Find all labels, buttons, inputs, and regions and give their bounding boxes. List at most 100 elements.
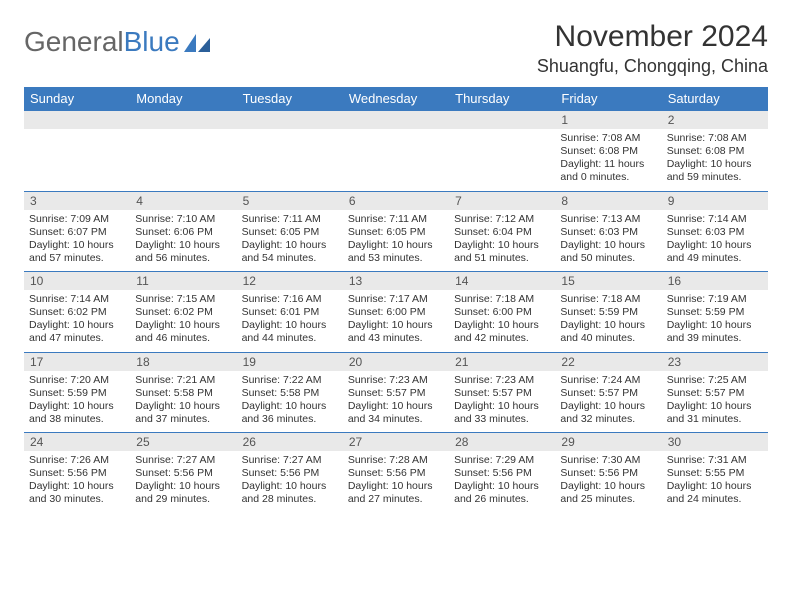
day-cell: Sunrise: 7:08 AMSunset: 6:08 PMDaylight:…	[662, 129, 768, 191]
daylight2-text: and 34 minutes.	[348, 413, 444, 426]
daylight2-text: and 47 minutes.	[29, 332, 125, 345]
daylight1-text: Daylight: 10 hours	[667, 319, 763, 332]
day-number: 12	[237, 272, 343, 291]
sunset-text: Sunset: 5:57 PM	[667, 387, 763, 400]
daylight2-text: and 56 minutes.	[135, 252, 231, 265]
day-cell: Sunrise: 7:30 AMSunset: 5:56 PMDaylight:…	[555, 451, 661, 513]
day-number: 8	[555, 191, 661, 210]
sunset-text: Sunset: 5:59 PM	[667, 306, 763, 319]
sunrise-text: Sunrise: 7:13 AM	[560, 213, 656, 226]
day-cell: Sunrise: 7:20 AMSunset: 5:59 PMDaylight:…	[24, 371, 130, 433]
daynum-row: 3456789	[24, 191, 768, 210]
month-title: November 2024	[537, 20, 768, 54]
day-number: 21	[449, 352, 555, 371]
daylight1-text: Daylight: 10 hours	[135, 319, 231, 332]
sunset-text: Sunset: 6:02 PM	[29, 306, 125, 319]
daynum-row: 10111213141516	[24, 272, 768, 291]
sunset-text: Sunset: 5:59 PM	[29, 387, 125, 400]
sunrise-text: Sunrise: 7:16 AM	[242, 293, 338, 306]
daylight2-text: and 32 minutes.	[560, 413, 656, 426]
daylight1-text: Daylight: 10 hours	[454, 400, 550, 413]
day-number: 19	[237, 352, 343, 371]
day-cell: Sunrise: 7:11 AMSunset: 6:05 PMDaylight:…	[237, 210, 343, 272]
daynum-row: 17181920212223	[24, 352, 768, 371]
sunrise-text: Sunrise: 7:24 AM	[560, 374, 656, 387]
day-cell: Sunrise: 7:17 AMSunset: 6:00 PMDaylight:…	[343, 290, 449, 352]
sunset-text: Sunset: 6:02 PM	[135, 306, 231, 319]
sunset-text: Sunset: 5:56 PM	[242, 467, 338, 480]
day-cell: Sunrise: 7:21 AMSunset: 5:58 PMDaylight:…	[130, 371, 236, 433]
day-number: 11	[130, 272, 236, 291]
daylight2-text: and 51 minutes.	[454, 252, 550, 265]
day-number	[449, 111, 555, 130]
daylight2-text: and 31 minutes.	[667, 413, 763, 426]
sunset-text: Sunset: 6:00 PM	[454, 306, 550, 319]
content-row: Sunrise: 7:20 AMSunset: 5:59 PMDaylight:…	[24, 371, 768, 433]
sunset-text: Sunset: 6:06 PM	[135, 226, 231, 239]
day-cell: Sunrise: 7:12 AMSunset: 6:04 PMDaylight:…	[449, 210, 555, 272]
day-number: 29	[555, 433, 661, 452]
day-number	[237, 111, 343, 130]
daylight1-text: Daylight: 10 hours	[29, 319, 125, 332]
content-row: Sunrise: 7:26 AMSunset: 5:56 PMDaylight:…	[24, 451, 768, 513]
calendar-body: 12 Sunrise: 7:08 AM Sunset: 6:08 PM Daylig…	[24, 111, 768, 513]
day-cell: Sunrise: 7:16 AMSunset: 6:01 PMDaylight:…	[237, 290, 343, 352]
daylight1-text: Daylight: 10 hours	[454, 319, 550, 332]
daylight2-text: and 59 minutes.	[667, 171, 763, 184]
day-number: 20	[343, 352, 449, 371]
sunset-text: Sunset: 6:05 PM	[348, 226, 444, 239]
daylight2-text: and 44 minutes.	[242, 332, 338, 345]
sunset-text: Sunset: 6:08 PM	[560, 145, 656, 158]
day-number: 26	[237, 433, 343, 452]
daylight2-text: and 40 minutes.	[560, 332, 656, 345]
daylight2-text: and 24 minutes.	[667, 493, 763, 506]
sunset-text: Sunset: 6:03 PM	[560, 226, 656, 239]
daylight1-text: Daylight: 10 hours	[135, 239, 231, 252]
sunrise-text: Sunrise: 7:25 AM	[667, 374, 763, 387]
daylight1-text: Daylight: 10 hours	[242, 239, 338, 252]
daylight2-text: and 57 minutes.	[29, 252, 125, 265]
day-cell: Sunrise: 7:23 AMSunset: 5:57 PMDaylight:…	[343, 371, 449, 433]
dow-monday: Monday	[130, 87, 236, 111]
sunset-text: Sunset: 5:57 PM	[348, 387, 444, 400]
sunrise-text: Sunrise: 7:23 AM	[454, 374, 550, 387]
day-cell: Sunrise: 7:08 AMSunset: 6:08 PMDaylight:…	[555, 129, 661, 191]
content-row: Sunrise: 7:08 AM Sunset: 6:08 PM Daylight:…	[24, 129, 768, 191]
sunrise-text: Sunrise: 7:12 AM	[454, 213, 550, 226]
day-number: 15	[555, 272, 661, 291]
day-cell: Sunrise: 7:14 AMSunset: 6:03 PMDaylight:…	[662, 210, 768, 272]
day-number: 16	[662, 272, 768, 291]
dow-row: Sunday Monday Tuesday Wednesday Thursday…	[24, 87, 768, 111]
daylight1-text: Daylight: 10 hours	[242, 480, 338, 493]
day-cell: Sunrise: 7:26 AMSunset: 5:56 PMDaylight:…	[24, 451, 130, 513]
daylight1-text: Daylight: 10 hours	[242, 319, 338, 332]
day-number: 28	[449, 433, 555, 452]
day-number: 4	[130, 191, 236, 210]
day-cell	[237, 129, 343, 191]
day-cell	[343, 129, 449, 191]
daylight1-text: Daylight: 10 hours	[242, 400, 338, 413]
day-cell: Sunrise: 7:18 AMSunset: 6:00 PMDaylight:…	[449, 290, 555, 352]
sunset-text: Sunset: 5:56 PM	[29, 467, 125, 480]
sunset-text: Sunset: 6:07 PM	[29, 226, 125, 239]
day-cell: Sunrise: 7:24 AMSunset: 5:57 PMDaylight:…	[555, 371, 661, 433]
sunrise-text: Sunrise: 7:14 AM	[667, 213, 763, 226]
day-cell	[449, 129, 555, 191]
sunset-text: Sunset: 6:01 PM	[242, 306, 338, 319]
day-cell: Sunrise: 7:11 AMSunset: 6:05 PMDaylight:…	[343, 210, 449, 272]
day-cell: Sunrise: 7:23 AMSunset: 5:57 PMDaylight:…	[449, 371, 555, 433]
daylight1-text: Daylight: 10 hours	[135, 480, 231, 493]
daylight2-text: and 0 minutes.	[560, 171, 656, 184]
sunrise-text: Sunrise: 7:08 AM	[667, 132, 763, 145]
logo-text-blue: Blue	[124, 26, 180, 58]
day-cell: Sunrise: 7:31 AMSunset: 5:55 PMDaylight:…	[662, 451, 768, 513]
daylight1-text: Daylight: 10 hours	[560, 239, 656, 252]
sunrise-text: Sunrise: 7:22 AM	[242, 374, 338, 387]
sunrise-text: Sunrise: 7:14 AM	[29, 293, 125, 306]
sunrise-text: Sunrise: 7:26 AM	[29, 454, 125, 467]
day-cell: Sunrise: 7:14 AMSunset: 6:02 PMDaylight:…	[24, 290, 130, 352]
day-cell: Sunrise: 7:09 AMSunset: 6:07 PMDaylight:…	[24, 210, 130, 272]
sunrise-text: Sunrise: 7:18 AM	[454, 293, 550, 306]
daylight1-text: Daylight: 10 hours	[667, 158, 763, 171]
sunrise-text: Sunrise: 7:10 AM	[135, 213, 231, 226]
